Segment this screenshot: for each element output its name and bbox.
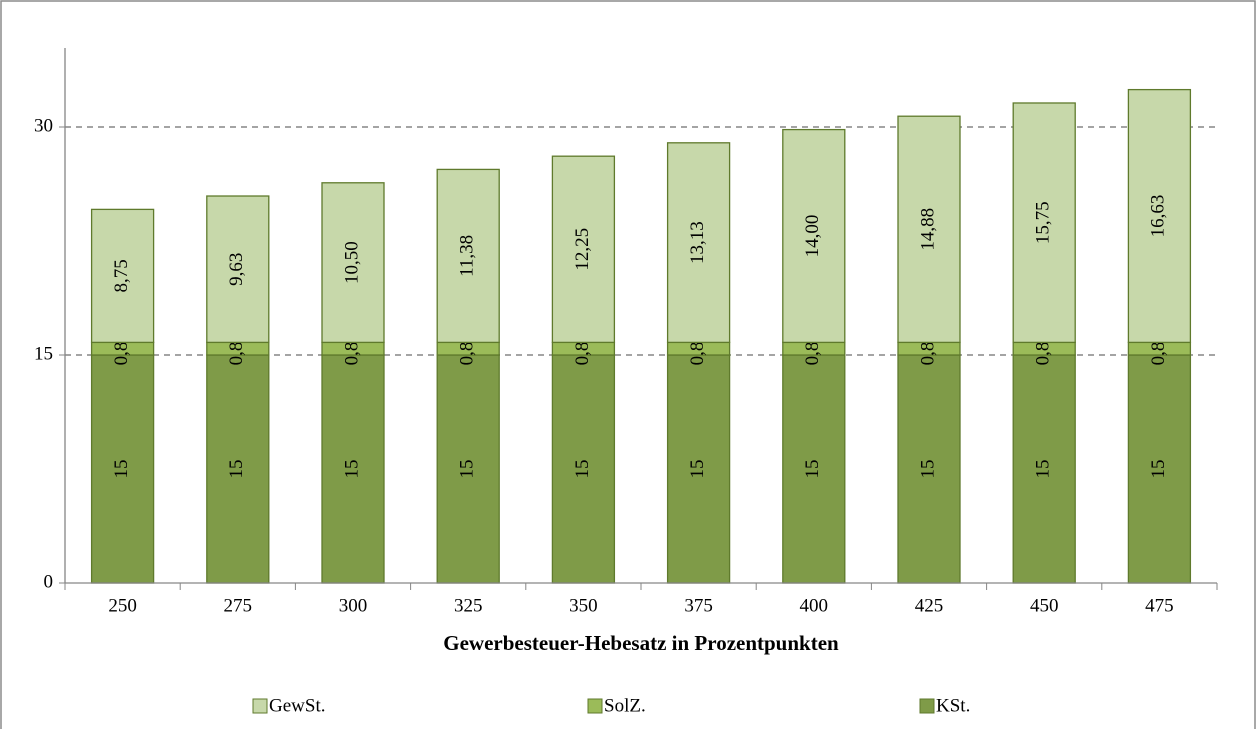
bar-segment (551, 354, 616, 584)
data-label: 10,50 (341, 241, 362, 284)
data-label: 12,25 (572, 228, 593, 271)
bar-segment (206, 195, 270, 344)
data-label: 9,63 (226, 253, 247, 286)
data-label: 15 (111, 460, 132, 479)
legend-label: KSt. (936, 695, 970, 716)
legend-label: GewSt. (269, 695, 325, 716)
data-label: 15 (1148, 460, 1169, 479)
x-axis-title: Gewerbesteuer-Hebesatz in Prozentpunkten (443, 631, 839, 655)
bar-segment (551, 155, 616, 344)
y-tick-label: 30 (34, 115, 53, 136)
data-label: 15 (457, 460, 478, 479)
bar-segment (1012, 354, 1076, 584)
bar-segment (1127, 354, 1192, 584)
x-tick-label: 250 (108, 595, 137, 616)
bar-segment (782, 354, 846, 584)
bar-segment (321, 182, 385, 344)
legend-label: SolZ. (604, 695, 646, 716)
bar-segment (1127, 88, 1192, 344)
y-tick-label: 0 (44, 571, 54, 592)
data-label: 16,63 (1148, 195, 1169, 238)
bar-segment (436, 168, 500, 344)
data-label: 15 (687, 460, 708, 479)
data-label: 15 (1033, 460, 1054, 479)
y-tick-label: 15 (34, 343, 53, 364)
data-label: 13,13 (687, 221, 708, 264)
data-label: 15 (917, 460, 938, 479)
data-label: 8,75 (111, 259, 132, 292)
data-label: 14,88 (917, 208, 938, 251)
x-tick-label: 350 (569, 595, 598, 616)
bar-segment (897, 115, 961, 344)
bar-segment (436, 354, 500, 584)
data-label: 15 (226, 460, 247, 479)
legend-swatch (919, 698, 935, 714)
x-tick-label: 475 (1145, 595, 1174, 616)
bar-segment (782, 128, 846, 344)
x-tick-label: 325 (454, 595, 483, 616)
bar-segment (206, 354, 270, 584)
bar-segment (1012, 102, 1076, 344)
data-label: 15 (341, 460, 362, 479)
bar-segment (90, 208, 155, 344)
x-tick-label: 275 (224, 595, 253, 616)
data-label: 11,38 (457, 235, 478, 277)
x-tick-label: 300 (339, 595, 368, 616)
legend-swatch (587, 698, 603, 714)
legend-swatch (252, 698, 268, 714)
bar-segment (666, 142, 731, 344)
data-label: 15,75 (1033, 201, 1054, 244)
x-tick-label: 425 (915, 595, 944, 616)
x-tick-label: 450 (1030, 595, 1059, 616)
x-tick-label: 400 (800, 595, 829, 616)
x-tick-label: 375 (684, 595, 713, 616)
data-label: 14,00 (802, 215, 823, 258)
data-label: 15 (802, 460, 823, 479)
data-label: 15 (572, 460, 593, 479)
